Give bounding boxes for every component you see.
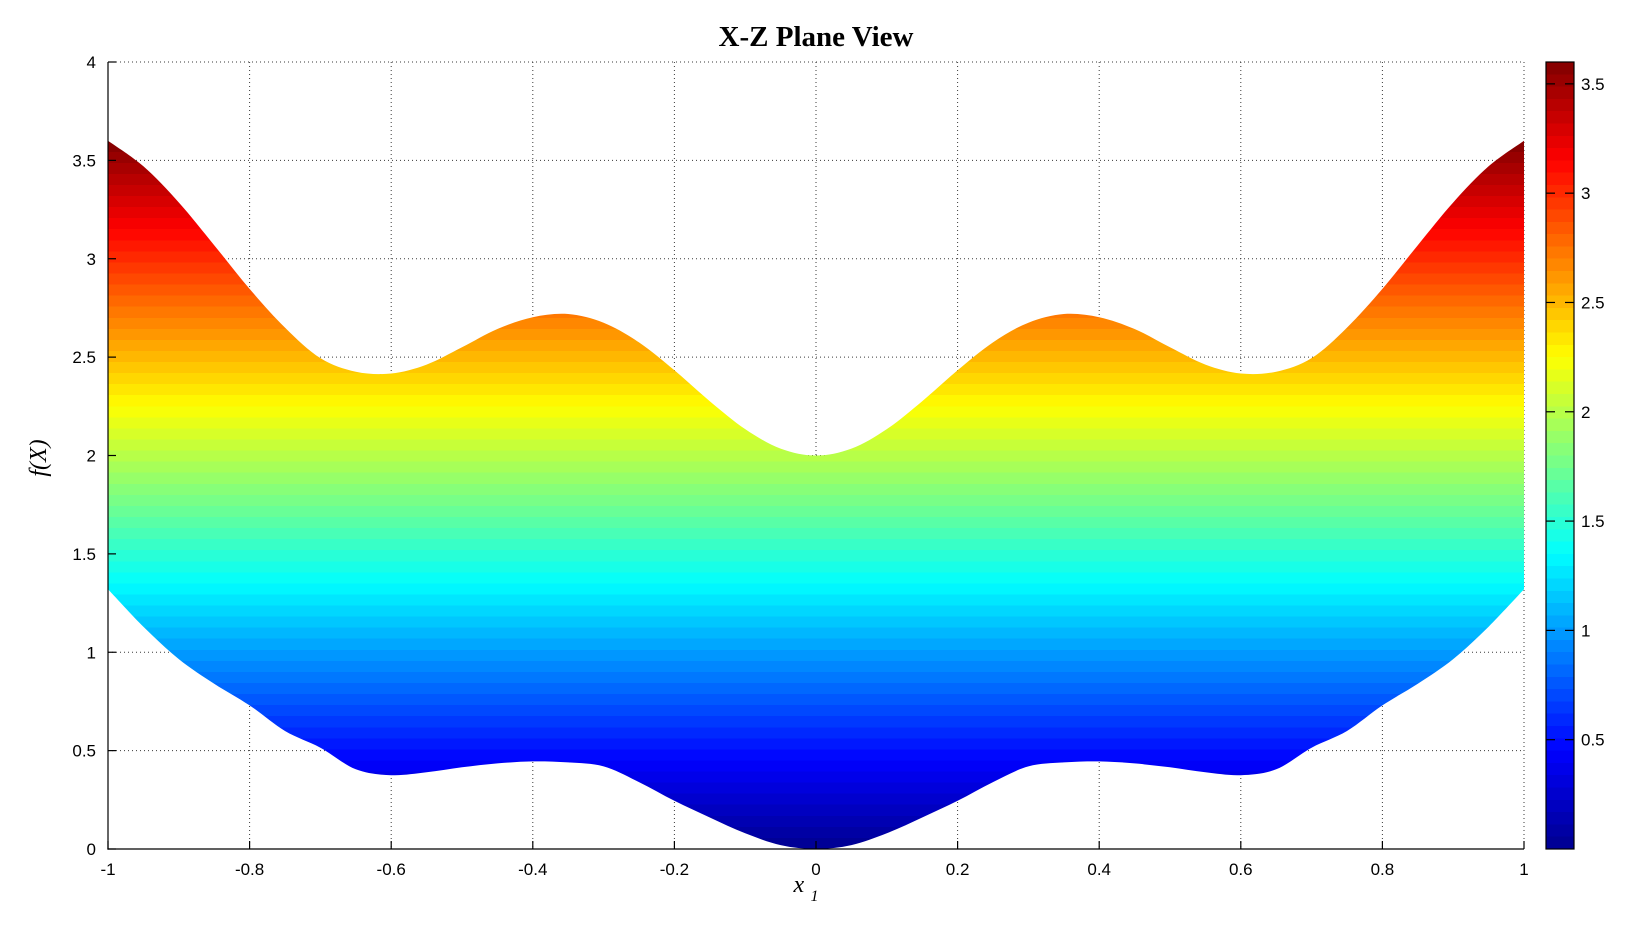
colorbar-gradient: [1545, 61, 1575, 850]
colorbar-tick-label: 0.5: [1581, 731, 1605, 750]
colorbar-tick-label: 3: [1581, 184, 1590, 203]
plot-title: X-Z Plane View: [719, 21, 914, 53]
y-tick-label: 4: [87, 53, 96, 72]
x-tick-label: -0.6: [377, 860, 406, 879]
y-tick-label: 0: [87, 840, 96, 859]
y-tick-label: 1: [87, 643, 96, 662]
y-tick-label: 3.5: [72, 151, 96, 170]
surface-envelope-area: [108, 140, 1524, 849]
colorbar-tick-label: 2: [1581, 403, 1590, 422]
x-tick-label: -0.2: [660, 860, 689, 879]
y-tick-label: 2.5: [72, 348, 96, 367]
surface-layer: [108, 140, 1524, 849]
x-axis-label-subscript: 1: [811, 888, 819, 905]
colorbar-tick-label: 3.5: [1581, 75, 1605, 94]
colorbar-tick-label: 1.5: [1581, 512, 1605, 531]
axes-layer: -1 -0.8 -0.6 -0.4 -0.2 0 0.2 0.4 0.6 0.8 1 0 0.5 1 1.5…: [72, 53, 1528, 879]
colorbar: 0.5 1 1.5 2 2.5 3 3.5: [1545, 61, 1605, 850]
x-tick-label: 0: [811, 860, 820, 879]
x-tick-label: -0.4: [518, 860, 547, 879]
x-axis-label-base: x: [792, 872, 804, 898]
y-tick-label: 0.5: [72, 742, 96, 761]
y-tick-label: 2: [87, 447, 96, 466]
y-tick-label: 3: [87, 250, 96, 269]
x-tick-label: 0.4: [1087, 860, 1111, 879]
x-tick-label: -1: [100, 860, 115, 879]
x-tick-label: 0.8: [1371, 860, 1395, 879]
x-tick-label: 0.2: [946, 860, 970, 879]
x-tick-label: 1: [1519, 860, 1528, 879]
x-tick-label: 0.6: [1229, 860, 1253, 879]
colorbar-tick-label: 2.5: [1581, 293, 1605, 312]
x-axis-label: x 1: [792, 872, 818, 905]
y-axis-label: f(X): [26, 439, 52, 476]
x-tick-label: -0.8: [235, 860, 264, 879]
colorbar-tick-label: 1: [1581, 621, 1590, 640]
text-layer: X-Z Plane View x 1 f(X): [26, 21, 914, 905]
y-tick-label: 1.5: [72, 545, 96, 564]
